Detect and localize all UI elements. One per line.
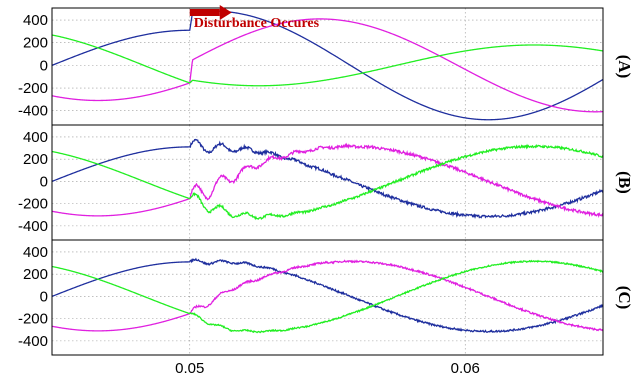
y-tick-label: 200 bbox=[23, 266, 48, 283]
series-line-magenta-a bbox=[52, 18, 603, 113]
series-line-magenta-c bbox=[52, 259, 603, 332]
annotation-arrow-head bbox=[219, 5, 232, 20]
y-tick-label: 200 bbox=[23, 151, 48, 168]
panel-frame bbox=[51, 124, 604, 241]
panel-label: (A) bbox=[615, 55, 634, 79]
y-tick-label: -400 bbox=[18, 218, 48, 235]
panel-label: (B) bbox=[615, 171, 634, 194]
annotation-label: Disturbance Occures bbox=[194, 16, 320, 31]
y-tick-label: -400 bbox=[18, 103, 48, 120]
annotation-arrow-shaft bbox=[189, 9, 220, 16]
series-line-green-c bbox=[52, 259, 603, 334]
panel-frame bbox=[51, 239, 604, 356]
series-line-blue-a bbox=[52, 10, 603, 121]
y-tick-label: -200 bbox=[18, 311, 48, 328]
series-line-green-b bbox=[52, 143, 603, 221]
y-tick-label: 0 bbox=[40, 57, 48, 74]
y-tick-label: 400 bbox=[23, 129, 48, 146]
y-tick-label: 0 bbox=[40, 173, 48, 190]
y-tick-label: 400 bbox=[23, 12, 48, 29]
panel-label: (C) bbox=[615, 286, 634, 310]
series-line-magenta-b bbox=[52, 142, 603, 219]
y-tick-label: 200 bbox=[23, 35, 48, 52]
series-line-green-a bbox=[52, 34, 603, 87]
y-tick-label: 400 bbox=[23, 244, 48, 261]
x-tick-label: 0.06 bbox=[451, 360, 480, 377]
y-tick-label: -200 bbox=[18, 80, 48, 97]
x-tick-label: 0.05 bbox=[175, 360, 204, 377]
series-line-blue-c bbox=[52, 257, 603, 334]
y-tick-label: -400 bbox=[18, 333, 48, 350]
panel-frame bbox=[51, 7, 604, 126]
y-tick-label: -200 bbox=[18, 196, 48, 213]
y-tick-label: 0 bbox=[40, 288, 48, 305]
series-line-blue-b bbox=[52, 138, 603, 219]
